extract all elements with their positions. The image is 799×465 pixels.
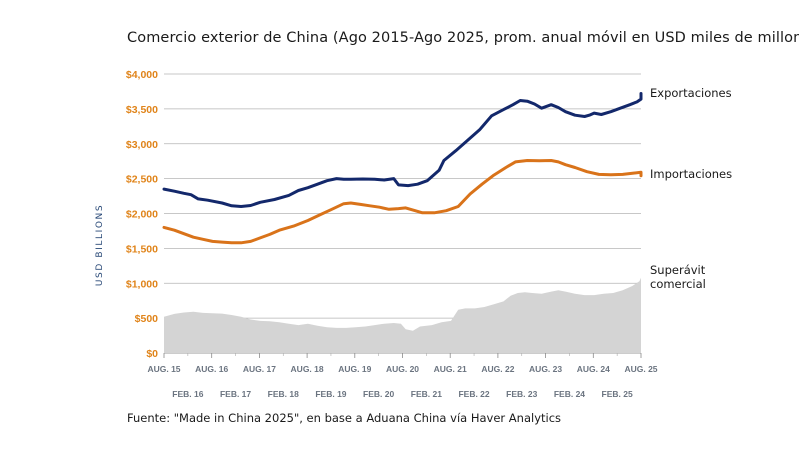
legend-importaciones: Importaciones: [650, 167, 732, 181]
x-tick-label-top: AUG. 16: [195, 364, 228, 374]
legend-superavit-line1: Superávit: [650, 263, 706, 277]
x-tick-label-top: AUG. 15: [147, 364, 180, 374]
line-layer: [162, 92, 643, 245]
x-tick-label-top: AUG. 18: [291, 364, 324, 374]
x-tick-label-bottom: FEB. 24: [554, 389, 585, 399]
x-tick-label-top: AUG. 22: [481, 364, 514, 374]
x-tick-label-bottom: FEB. 21: [411, 389, 442, 399]
x-tick-label-bottom: FEB. 20: [363, 389, 394, 399]
x-tick-label-bottom: FEB. 18: [268, 389, 299, 399]
line-exportaciones: [162, 92, 643, 208]
legend-superavit-line2: comercial: [650, 277, 706, 291]
y-tick-label: $2,000: [126, 209, 158, 221]
y-tick-label: $4,000: [126, 69, 158, 81]
x-tick-label-bottom: FEB. 17: [220, 389, 251, 399]
area-layer: [164, 272, 641, 353]
x-tick-label-top: AUG. 17: [243, 364, 276, 374]
x-tick-label-top: AUG. 25: [624, 364, 657, 374]
line-importaciones: [162, 159, 643, 245]
x-tick-label-top: AUG. 23: [529, 364, 562, 374]
x-tick-label-bottom: FEB. 16: [172, 389, 203, 399]
x-axis-ticks: AUG. 15 AUG. 16 AUG. 17 AUG. 18 AUG. 19 AUG. …: [147, 353, 658, 399]
x-tick-label-top: AUG. 19: [338, 364, 371, 374]
x-tick-label-top: AUG. 24: [577, 364, 610, 374]
x-tick-label-top: AUG. 21: [434, 364, 467, 374]
y-axis-label: USD BILLIONS: [95, 204, 105, 286]
x-tick-label-bottom: FEB. 23: [506, 389, 537, 399]
y-tick-label: $1,000: [126, 278, 158, 290]
y-tick-label: $500: [135, 313, 159, 325]
y-tick-label: $2,500: [126, 174, 158, 186]
legend-exportaciones: Exportaciones: [650, 86, 732, 100]
source-note: Fuente: "Made in China 2025", en base a …: [127, 411, 562, 425]
y-tick-label: $3,500: [126, 104, 158, 116]
x-tick-label-bottom: FEB. 19: [315, 389, 346, 399]
x-tick-label-bottom: FEB. 22: [458, 389, 489, 399]
chart-title: Comercio exterior de China (Ago 2015-Ago…: [127, 30, 799, 46]
y-tick-label: $0: [146, 348, 158, 360]
area-superavit-comercial: [164, 272, 641, 353]
x-tick-label-bottom: FEB. 25: [602, 389, 633, 399]
y-axis-ticks: $0 $500 $1,000 $1,500 $2,000 $2,500 $3,000 $3,5…: [126, 69, 158, 360]
x-tick-label-top: AUG. 20: [386, 364, 419, 374]
y-tick-label: $3,000: [126, 139, 158, 151]
y-tick-label: $1,500: [126, 243, 158, 255]
